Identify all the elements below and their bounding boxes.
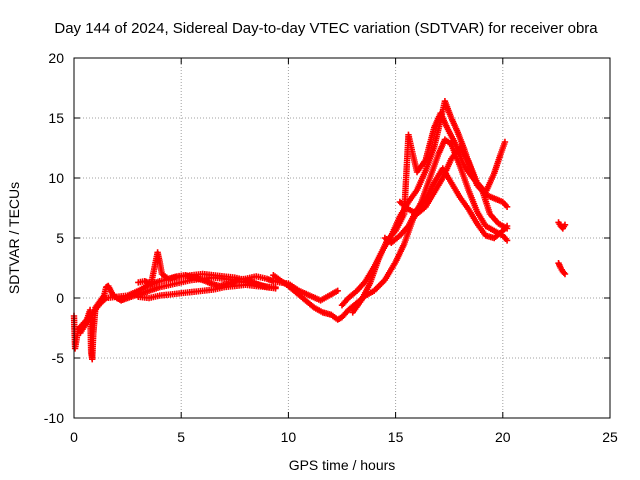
y-tick-label: 20	[48, 50, 64, 66]
data-point	[561, 270, 569, 278]
data-point	[561, 221, 569, 228]
y-tick-label: -10	[44, 410, 64, 426]
x-tick-label: 5	[177, 429, 185, 445]
x-tick-label: 25	[602, 429, 618, 445]
data-marks	[70, 98, 569, 363]
y-tick-label: 15	[48, 110, 64, 126]
data-point	[501, 138, 509, 146]
grid-lines	[74, 58, 610, 418]
y-tick-label: -5	[52, 350, 65, 366]
data-point	[503, 222, 511, 230]
data-point	[560, 269, 568, 276]
data-point	[334, 287, 341, 294]
chart-title: Day 144 of 2024, Sidereal Day-to-day VTE…	[54, 20, 598, 37]
x-tick-label: 0	[70, 429, 78, 445]
y-tick-label: 0	[56, 290, 64, 306]
data-point	[503, 203, 511, 210]
x-tick-label: 20	[495, 429, 511, 445]
y-axis-label: SDTVAR / TECUs	[6, 182, 22, 294]
y-tick-label: 10	[48, 170, 64, 186]
y-tick-label: 5	[56, 230, 64, 246]
x-axis-label: GPS time / hours	[289, 457, 396, 473]
data-point	[268, 284, 275, 291]
data-point	[503, 237, 511, 244]
x-tick-label: 15	[388, 429, 404, 445]
axis-ticks: 0 5 10 15 20 25 -10 -5 0 5 10 15 20	[44, 50, 618, 445]
x-tick-label: 10	[281, 429, 297, 445]
